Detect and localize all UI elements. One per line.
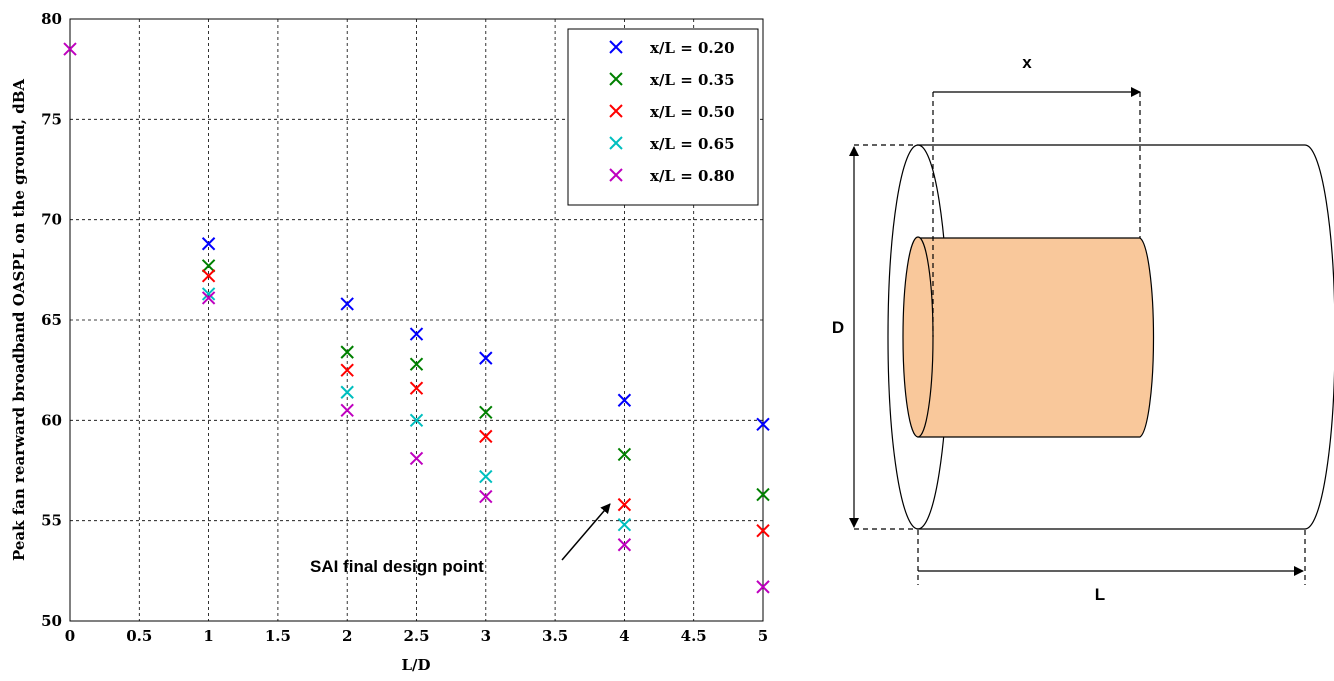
x-tick-label: 1 [203, 627, 213, 645]
diagram [854, 92, 1334, 585]
x-tick-label: 4.5 [681, 627, 707, 645]
x-tick-label: 3.5 [542, 627, 568, 645]
legend-label: x/L = 0.80 [650, 167, 735, 185]
y-tick-label: 80 [41, 10, 62, 28]
x-tick-label: 0 [65, 627, 75, 645]
x-tick-label: 2 [342, 627, 352, 645]
page: 0 0.5 1 1.5 2 2.5 3 3.5 4 4.5 5 50 55 60 65 70 75 80 x/L =… [0, 0, 1334, 681]
diagram-label: D [832, 318, 844, 337]
y-tick-label: 55 [41, 512, 62, 530]
legend-label: x/L = 0.20 [650, 39, 735, 57]
annotation: SAI final design point [310, 557, 484, 576]
y-axis-label: Peak fan rearward broadband OASPL on the… [10, 79, 28, 561]
x-tick-label: 2.5 [403, 627, 429, 645]
legend-label: x/L = 0.65 [650, 135, 735, 153]
x-tick-label: 1.5 [265, 627, 291, 645]
y-tick-label: 65 [41, 311, 62, 329]
y-tick-label: 60 [41, 411, 62, 429]
legend-label: x/L = 0.35 [650, 71, 735, 89]
diagram-label: L [1095, 585, 1105, 604]
x-axis-label: L/D [401, 656, 430, 674]
x-tick-label: 0.5 [126, 627, 152, 645]
plot: 0 0.5 1 1.5 2 2.5 3 3.5 4 4.5 5 50 55 60 65 70 75 80 x/L =… [41, 10, 769, 645]
inner-ellipse [903, 237, 933, 437]
y-tick-label: 50 [41, 612, 62, 630]
x-tick-label: 5 [758, 627, 768, 645]
y-tick-label: 70 [41, 211, 62, 229]
inner-cylinder [918, 238, 1154, 437]
diagram-label: x [1022, 53, 1032, 72]
y-tick-label: 75 [41, 110, 62, 128]
x-tick-label: 3 [481, 627, 491, 645]
x-tick-label: 4 [619, 627, 629, 645]
legend-label: x/L = 0.50 [650, 103, 735, 121]
